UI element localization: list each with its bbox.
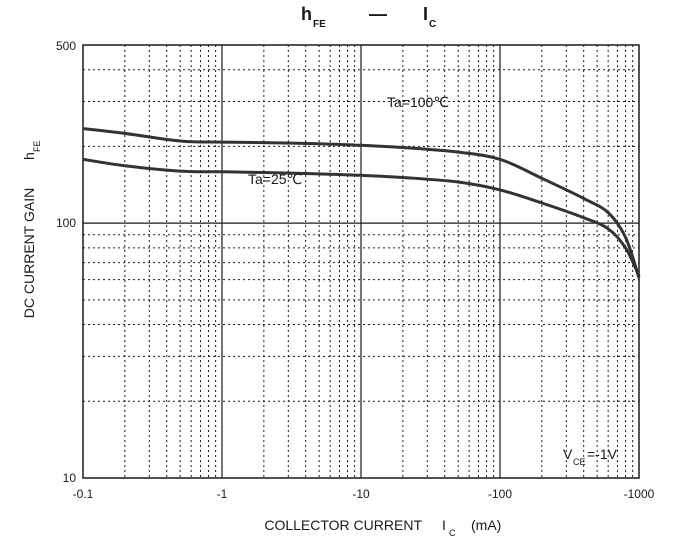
x-tick-label-1: -1 — [217, 487, 228, 501]
vce-annotation-sub: CE — [573, 457, 586, 467]
vce-annotation-v: V — [563, 446, 573, 462]
y-tick-label-100: 100 — [56, 216, 76, 230]
chart-title-h: h — [301, 4, 312, 24]
x-tick-label-100: -100 — [488, 487, 512, 501]
chart-title-i: I — [423, 4, 428, 24]
series-label-25c: Ta=25℃ — [248, 171, 302, 187]
x-axis-symbol: I — [442, 517, 446, 533]
y-tick-label-500: 500 — [56, 39, 76, 53]
plot-frame — [82, 44, 640, 479]
x-tick-label-0.1: -0.1 — [73, 487, 94, 501]
series-line-25c — [82, 157, 641, 277]
y-tick-label-10: 10 — [63, 471, 77, 485]
chart-title-i-sub: C — [429, 19, 436, 30]
curves — [82, 127, 641, 279]
x-tick-label-1000: -1000 — [624, 487, 655, 501]
y-axis-label: DC CURRENT GAIN — [21, 188, 37, 318]
x-tick-label-10: -10 — [352, 487, 370, 501]
y-axis-symbol: h — [21, 152, 37, 160]
y-axis-symbol-sub: FE — [32, 140, 42, 152]
x-axis-symbol-sub: C — [449, 528, 456, 538]
x-axis-label: COLLECTOR CURRENT — [264, 517, 422, 533]
series-line-100c — [82, 127, 641, 279]
series-label-100c: Ta=100℃ — [387, 94, 449, 110]
chart-title-dash: — — [369, 4, 387, 24]
grid — [83, 45, 639, 478]
vce-annotation-value: =-1V — [587, 446, 618, 462]
chart-title-h-sub: FE — [313, 19, 326, 30]
x-axis-unit: (mA) — [471, 517, 501, 533]
